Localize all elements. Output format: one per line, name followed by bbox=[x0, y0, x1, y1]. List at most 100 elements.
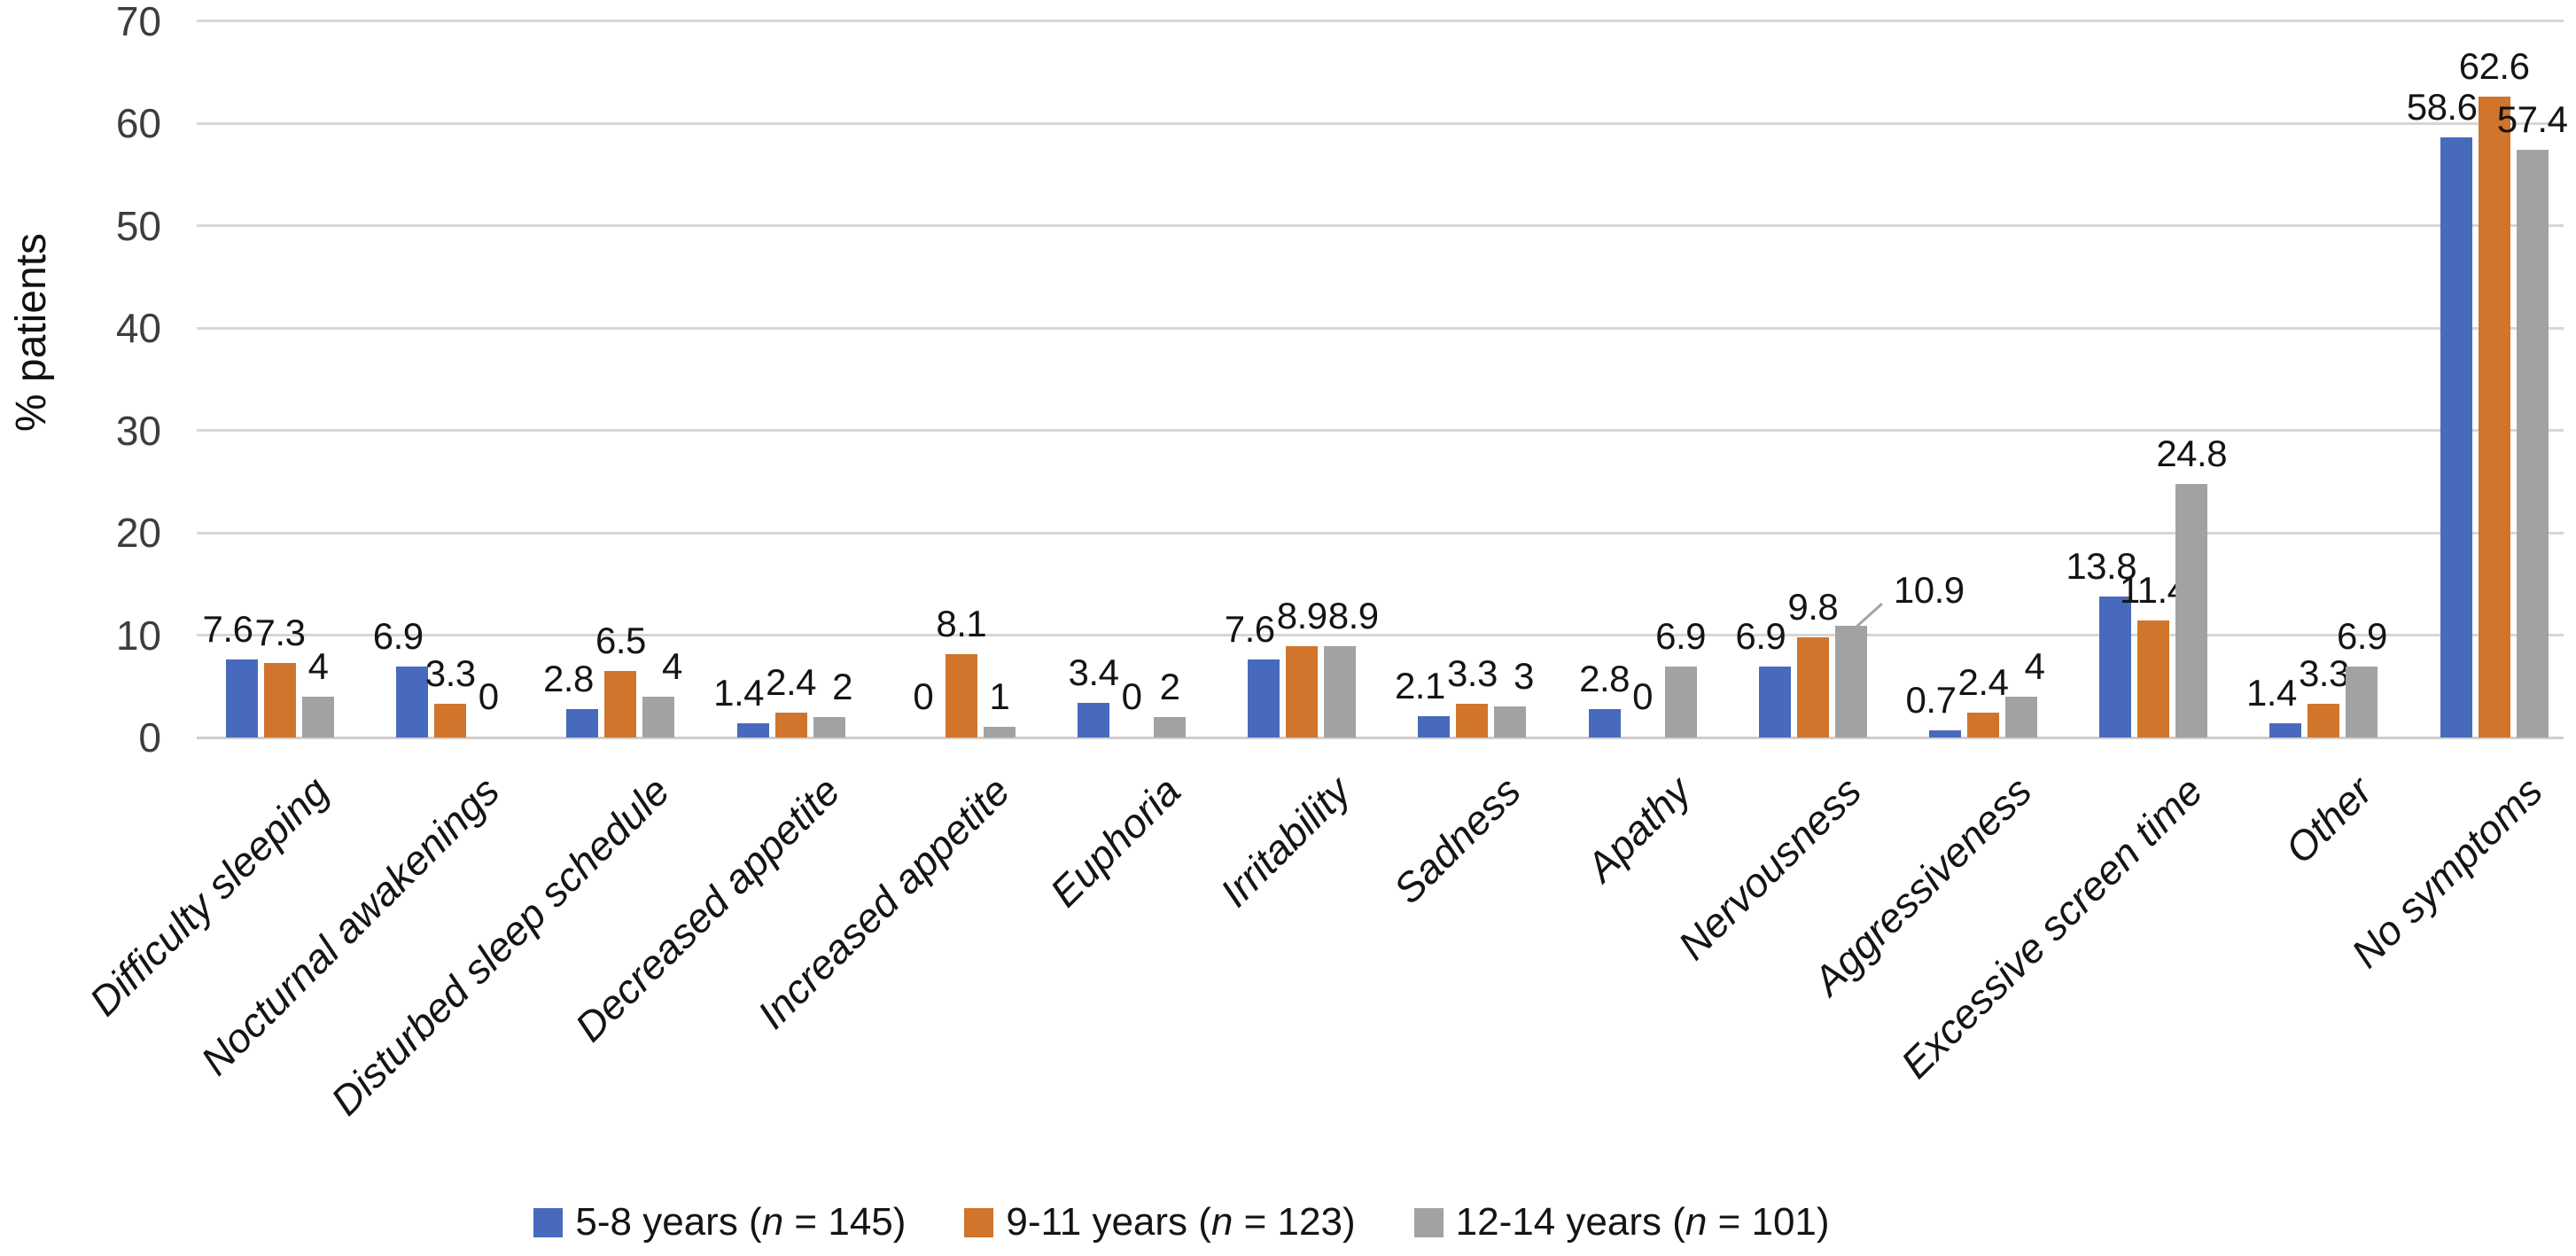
data-label: 3.3 bbox=[424, 651, 476, 694]
bar bbox=[604, 670, 637, 737]
legend-item: 12-14 years (n = 101) bbox=[1413, 1200, 1830, 1244]
data-label: 11.4 bbox=[2119, 569, 2188, 612]
data-label: 3.3 bbox=[2298, 651, 2349, 694]
x-category-label: Other bbox=[2276, 768, 2382, 873]
bar bbox=[2440, 137, 2472, 737]
data-label: 0.7 bbox=[1905, 678, 1957, 721]
data-label: 1.4 bbox=[713, 671, 765, 714]
data-label: 58.6 bbox=[2406, 86, 2478, 129]
x-category-label: Apathy bbox=[1577, 768, 1700, 891]
data-label: 0 bbox=[1632, 675, 1654, 717]
bar bbox=[434, 703, 467, 737]
bar bbox=[2308, 703, 2340, 737]
bar bbox=[396, 667, 429, 737]
bar bbox=[1286, 646, 1319, 737]
gridline bbox=[197, 634, 2564, 636]
data-label: 2.1 bbox=[1394, 664, 1445, 706]
bar bbox=[736, 722, 769, 737]
bar bbox=[1418, 715, 1451, 737]
y-tick-label: 50 bbox=[115, 202, 161, 249]
legend-label: 12-14 years (n = 101) bbox=[1455, 1200, 1830, 1244]
data-label: 6.5 bbox=[595, 619, 646, 661]
bar bbox=[2005, 696, 2037, 737]
y-tick-label: 60 bbox=[115, 100, 161, 146]
bar bbox=[1078, 702, 1109, 737]
y-tick-label: 0 bbox=[138, 714, 161, 761]
bar bbox=[813, 716, 845, 737]
bar bbox=[945, 654, 977, 737]
legend-item: 5-8 years (n = 145) bbox=[533, 1200, 906, 1244]
data-label: 2 bbox=[1159, 665, 1180, 707]
bar bbox=[566, 708, 599, 737]
data-label: 62.6 bbox=[2458, 44, 2530, 87]
data-label: 3.4 bbox=[1068, 651, 1119, 693]
data-label: 2 bbox=[832, 665, 853, 707]
data-label: 2.8 bbox=[542, 657, 594, 699]
bar bbox=[226, 659, 258, 737]
data-label: 2.4 bbox=[766, 661, 817, 704]
bar bbox=[1967, 713, 1999, 737]
bar bbox=[264, 662, 296, 737]
x-category-label: Irritability bbox=[1211, 768, 1359, 916]
x-category-label: Excessive screen time bbox=[1891, 768, 2211, 1088]
data-label: 6.9 bbox=[372, 615, 424, 658]
data-label: 6.9 bbox=[1655, 615, 1707, 658]
bar bbox=[1834, 626, 1867, 737]
data-label: 2.4 bbox=[1957, 661, 2009, 704]
bar bbox=[1494, 706, 1527, 737]
data-label: 4 bbox=[307, 644, 329, 687]
bar bbox=[1664, 667, 1697, 737]
bar bbox=[1796, 636, 1829, 737]
data-label: 57.4 bbox=[2496, 98, 2568, 141]
data-label: 7.6 bbox=[1224, 608, 1275, 651]
data-label: 10.9 bbox=[1893, 569, 1965, 612]
data-label: 9.8 bbox=[1787, 585, 1839, 628]
bar bbox=[642, 696, 675, 737]
bar bbox=[1154, 716, 1186, 737]
x-category-label: Disturbed sleep schedule bbox=[322, 768, 679, 1125]
gridline bbox=[197, 224, 2564, 227]
data-label: 6.9 bbox=[1735, 615, 1786, 658]
data-label: 0 bbox=[478, 675, 499, 717]
gridline bbox=[197, 736, 2564, 739]
data-label: 3.3 bbox=[1446, 651, 1498, 694]
x-category-label: Sadness bbox=[1384, 768, 1530, 913]
bar bbox=[1456, 703, 1489, 737]
data-label: 24.8 bbox=[2156, 432, 2228, 474]
bar bbox=[774, 713, 807, 737]
data-label: 7.3 bbox=[254, 611, 306, 653]
bar bbox=[1248, 659, 1280, 737]
x-category-label: Nocturnal awakenings bbox=[191, 768, 508, 1084]
y-tick-label: 10 bbox=[115, 612, 161, 659]
data-label: 8.9 bbox=[1327, 595, 1379, 637]
data-label: 1.4 bbox=[2245, 671, 2297, 714]
legend-item: 9-11 years (n = 123) bbox=[964, 1200, 1356, 1244]
bar bbox=[2269, 722, 2302, 737]
y-tick-label: 70 bbox=[115, 0, 161, 44]
bar bbox=[2099, 596, 2132, 737]
legend-label: 9-11 years (n = 123) bbox=[1006, 1200, 1356, 1244]
data-label: 3 bbox=[1513, 655, 1534, 698]
data-label: 1 bbox=[989, 675, 1010, 718]
data-label: 0 bbox=[1121, 675, 1142, 717]
bar bbox=[1758, 667, 1791, 737]
bar bbox=[1929, 729, 1961, 737]
data-label: 7.6 bbox=[202, 608, 253, 651]
gridline bbox=[197, 429, 2564, 432]
bar bbox=[2346, 667, 2378, 737]
data-label: 4 bbox=[2024, 644, 2045, 687]
bar bbox=[2478, 96, 2510, 737]
x-category-label: Euphoria bbox=[1040, 768, 1189, 916]
y-tick-label: 40 bbox=[115, 305, 161, 351]
gridline bbox=[197, 121, 2564, 125]
legend-swatch bbox=[964, 1207, 994, 1237]
data-label: 8.9 bbox=[1276, 595, 1327, 637]
bar bbox=[2137, 620, 2170, 737]
data-label: 8.1 bbox=[936, 603, 987, 645]
y-tick-label: 30 bbox=[115, 407, 161, 454]
data-label: 6.9 bbox=[2336, 615, 2387, 658]
gridline bbox=[197, 20, 2564, 22]
bar bbox=[302, 696, 334, 737]
bar bbox=[983, 727, 1016, 737]
